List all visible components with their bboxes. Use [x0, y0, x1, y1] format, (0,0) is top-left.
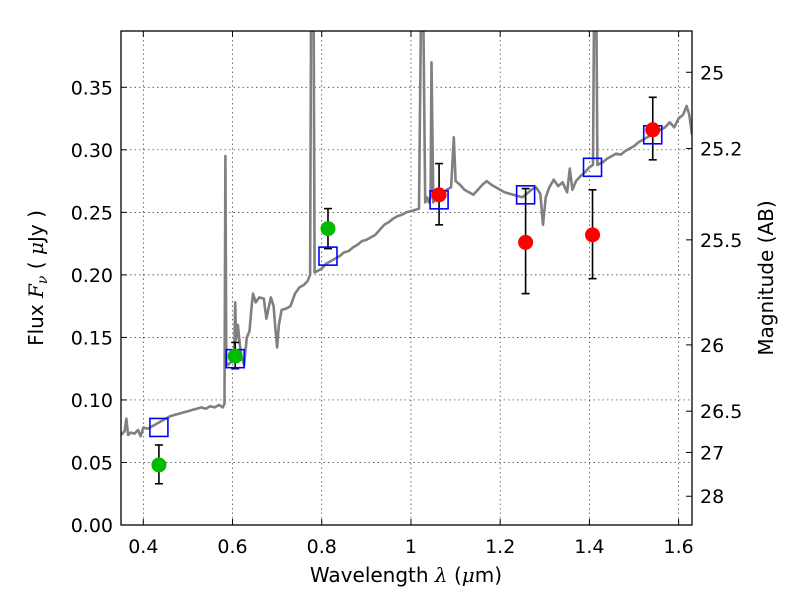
y2-tick-label: 26: [700, 335, 724, 357]
grid: [121, 31, 692, 525]
model-spectrum-layer: [121, 31, 692, 438]
y2-tick-label: 25.2: [700, 139, 742, 161]
model-bandpass-marker: [582, 157, 603, 178]
y-tick-label: 0.15: [71, 327, 113, 349]
x-tick-label: 1: [405, 536, 417, 558]
x-tick-label: 1.2: [485, 536, 515, 558]
x-tick-label: 0.4: [128, 536, 158, 558]
y2-tick-label: 25: [700, 62, 724, 84]
y-tick-label: 0.10: [71, 390, 113, 412]
observed-point-green: [320, 221, 336, 237]
observed-point-red: [585, 227, 601, 243]
observed-point-green: [227, 348, 243, 364]
observed-point-green: [151, 457, 167, 473]
error-bars: [154, 96, 657, 485]
y-axis-label: Flux Fν ( μJy ): [24, 210, 51, 346]
y-tick-label: 0.20: [71, 265, 113, 287]
y-tick-label: 0.00: [71, 515, 113, 537]
y2-tick-label: 26.5: [700, 401, 742, 423]
x-axis-label: Wavelength λ (μm): [310, 563, 502, 587]
y-tick-label: 0.05: [71, 452, 113, 474]
plot-frame: [120, 30, 693, 526]
y-tick-label: 0.25: [71, 202, 113, 224]
x-tick-label: 1.6: [664, 536, 694, 558]
model-bandpass-marker: [515, 185, 536, 205]
y2-axis-label: Magnitude (AB): [754, 200, 778, 355]
y2-tick-label: 28: [700, 486, 724, 508]
model-spectrum-line: [121, 31, 692, 438]
x-tick-label: 0.8: [307, 536, 337, 558]
y-tick-label: 0.35: [71, 77, 113, 99]
y2-tick-label: 25.5: [700, 230, 742, 252]
y2-tick-label: 27: [700, 442, 724, 464]
model-bandpass-marker: [149, 417, 169, 438]
observed-points: [151, 122, 661, 473]
observed-point-red: [431, 187, 447, 203]
x-tick-label: 1.4: [574, 536, 604, 558]
observed-point-red: [645, 122, 661, 138]
y-tick-label: 0.30: [71, 140, 113, 162]
model-bandpass-marker: [318, 246, 338, 266]
observed-point-red: [518, 234, 534, 250]
ticks: 0.4 0.6 0.8 1 1.2 1.4 1.6 0.00 0.05 0.10 0.15 0.20 0…: [71, 31, 742, 558]
x-tick-label: 0.6: [217, 536, 247, 558]
